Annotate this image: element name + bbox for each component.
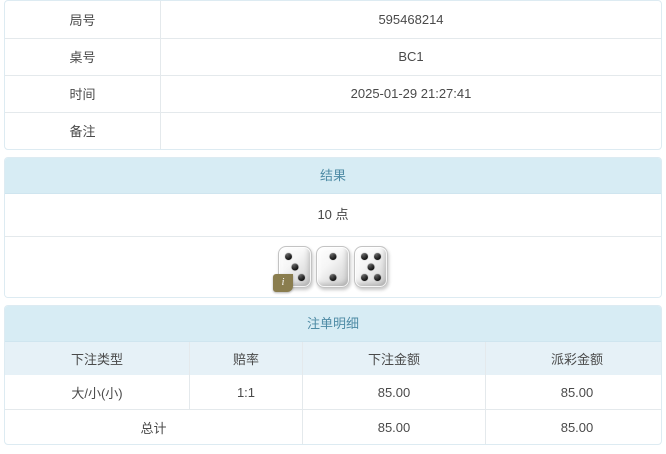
column-header-stake: 下注金额: [302, 342, 486, 375]
table-row-total: 总计 85.00 85.00: [5, 409, 661, 444]
die-pip: [374, 253, 381, 260]
die-pip: [291, 263, 299, 271]
cell-payout: 85.00: [485, 375, 661, 410]
die-pip: [298, 274, 305, 281]
bet-detail-section-title: 注单明细: [5, 306, 661, 342]
die-pip: [367, 263, 375, 271]
game-info-table: 局号 595468214 桌号 BC1 时间 2025-01-29 21:27:…: [5, 1, 661, 149]
die-pip: [361, 253, 368, 260]
dice-row: i: [5, 237, 661, 297]
result-points-text: 10 点: [5, 194, 661, 237]
info-label-time: 时间: [5, 74, 161, 113]
die-pip: [374, 274, 381, 281]
column-header-bet-type: 下注类型: [5, 342, 190, 375]
cell-total-payout: 85.00: [485, 409, 661, 444]
bet-detail-panel: 注单明细 下注类型 赔率 下注金额 派彩金额 大/小(小) 1:1 85.00 …: [4, 305, 662, 445]
info-value-remark: [160, 111, 661, 149]
info-label-round-number: 局号: [5, 1, 161, 39]
table-header-row: 下注类型 赔率 下注金额 派彩金额: [5, 342, 661, 375]
die-pip: [361, 274, 368, 281]
die-pip: [329, 253, 337, 260]
game-info-panel: 局号 595468214 桌号 BC1 时间 2025-01-29 21:27:…: [4, 0, 662, 150]
info-badge-icon[interactable]: i: [273, 274, 293, 292]
bet-detail-table: 下注类型 赔率 下注金额 派彩金额 大/小(小) 1:1 85.00 85.00…: [5, 342, 661, 444]
die-pip: [329, 274, 337, 281]
info-label-remark: 备注: [5, 111, 161, 149]
info-label-table-number: 桌号: [5, 37, 161, 76]
column-header-payout: 派彩金额: [485, 342, 661, 375]
cell-total-stake: 85.00: [302, 409, 486, 444]
die-2: [316, 246, 350, 288]
cell-odds: 1:1: [189, 375, 303, 410]
table-row: 大/小(小) 1:1 85.00 85.00: [5, 375, 661, 410]
table-row: 局号 595468214: [5, 1, 661, 39]
table-row: 时间 2025-01-29 21:27:41: [5, 74, 661, 113]
result-section-title: 结果: [5, 158, 661, 194]
die-pip: [285, 253, 292, 260]
info-value-time: 2025-01-29 21:27:41: [160, 74, 661, 113]
column-header-odds: 赔率: [189, 342, 303, 375]
cell-bet-type: 大/小(小): [5, 375, 190, 410]
cell-total-label: 总计: [5, 409, 303, 444]
die-1: i: [273, 246, 312, 292]
info-value-round-number: 595468214: [160, 1, 661, 39]
cell-stake: 85.00: [302, 375, 486, 410]
table-row: 桌号 BC1: [5, 37, 661, 76]
die-3: [354, 246, 388, 288]
result-panel: 结果 10 点 i: [4, 157, 662, 298]
info-value-table-number: BC1: [160, 37, 661, 76]
table-row: 备注: [5, 111, 661, 149]
